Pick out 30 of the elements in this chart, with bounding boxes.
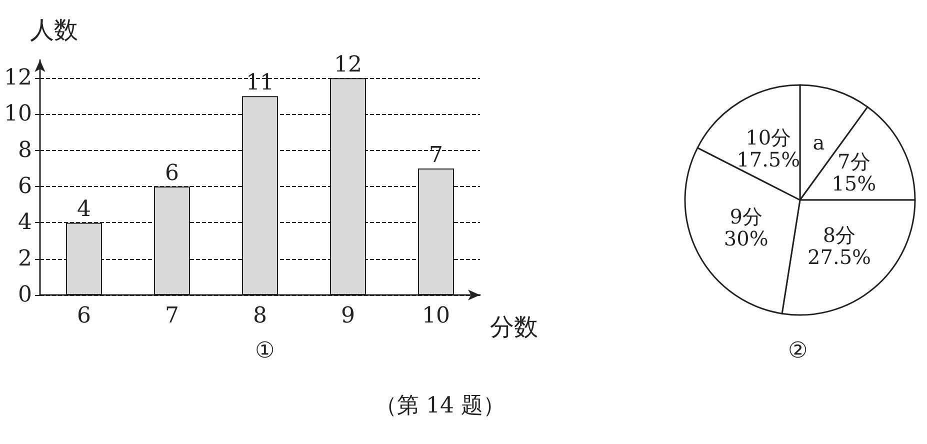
x-tick-label: 8	[253, 304, 267, 328]
y-axis-title: 人数	[30, 16, 78, 44]
data-label: 4	[77, 197, 91, 222]
x-tick-label: 10	[422, 304, 450, 328]
data-label: 7	[429, 142, 443, 168]
text: ①	[255, 338, 275, 364]
y-tick-label: 10	[4, 102, 32, 127]
data-label: 15%	[832, 172, 876, 196]
slice-label: 7分	[838, 150, 870, 174]
slice-label: 10分	[746, 125, 792, 150]
text: （第 14 题）	[375, 394, 505, 418]
data-label: 30%	[724, 226, 768, 250]
x-tick-label: 6	[77, 304, 91, 328]
data-label: 27.5%	[808, 245, 872, 270]
data-label: 6	[165, 161, 179, 186]
data-label: 17.5%	[736, 147, 800, 172]
y-tick-label: 0	[18, 282, 32, 308]
slice-label: 9分	[730, 204, 762, 228]
y-tick-label: 12	[4, 66, 32, 91]
y-tick-label: 2	[18, 246, 32, 272]
y-tick-label: 6	[18, 174, 32, 200]
data-label: 12	[334, 52, 362, 78]
x-axis-title: 分数	[490, 313, 538, 341]
text: ②	[788, 338, 808, 364]
y-tick-label: 4	[18, 210, 32, 236]
slice-label: 8分	[822, 223, 856, 248]
slice-label: a	[812, 130, 825, 154]
x-tick-label: 9	[341, 304, 355, 328]
x-tick-label: 7	[165, 304, 179, 328]
y-tick-label: 8	[18, 138, 32, 163]
